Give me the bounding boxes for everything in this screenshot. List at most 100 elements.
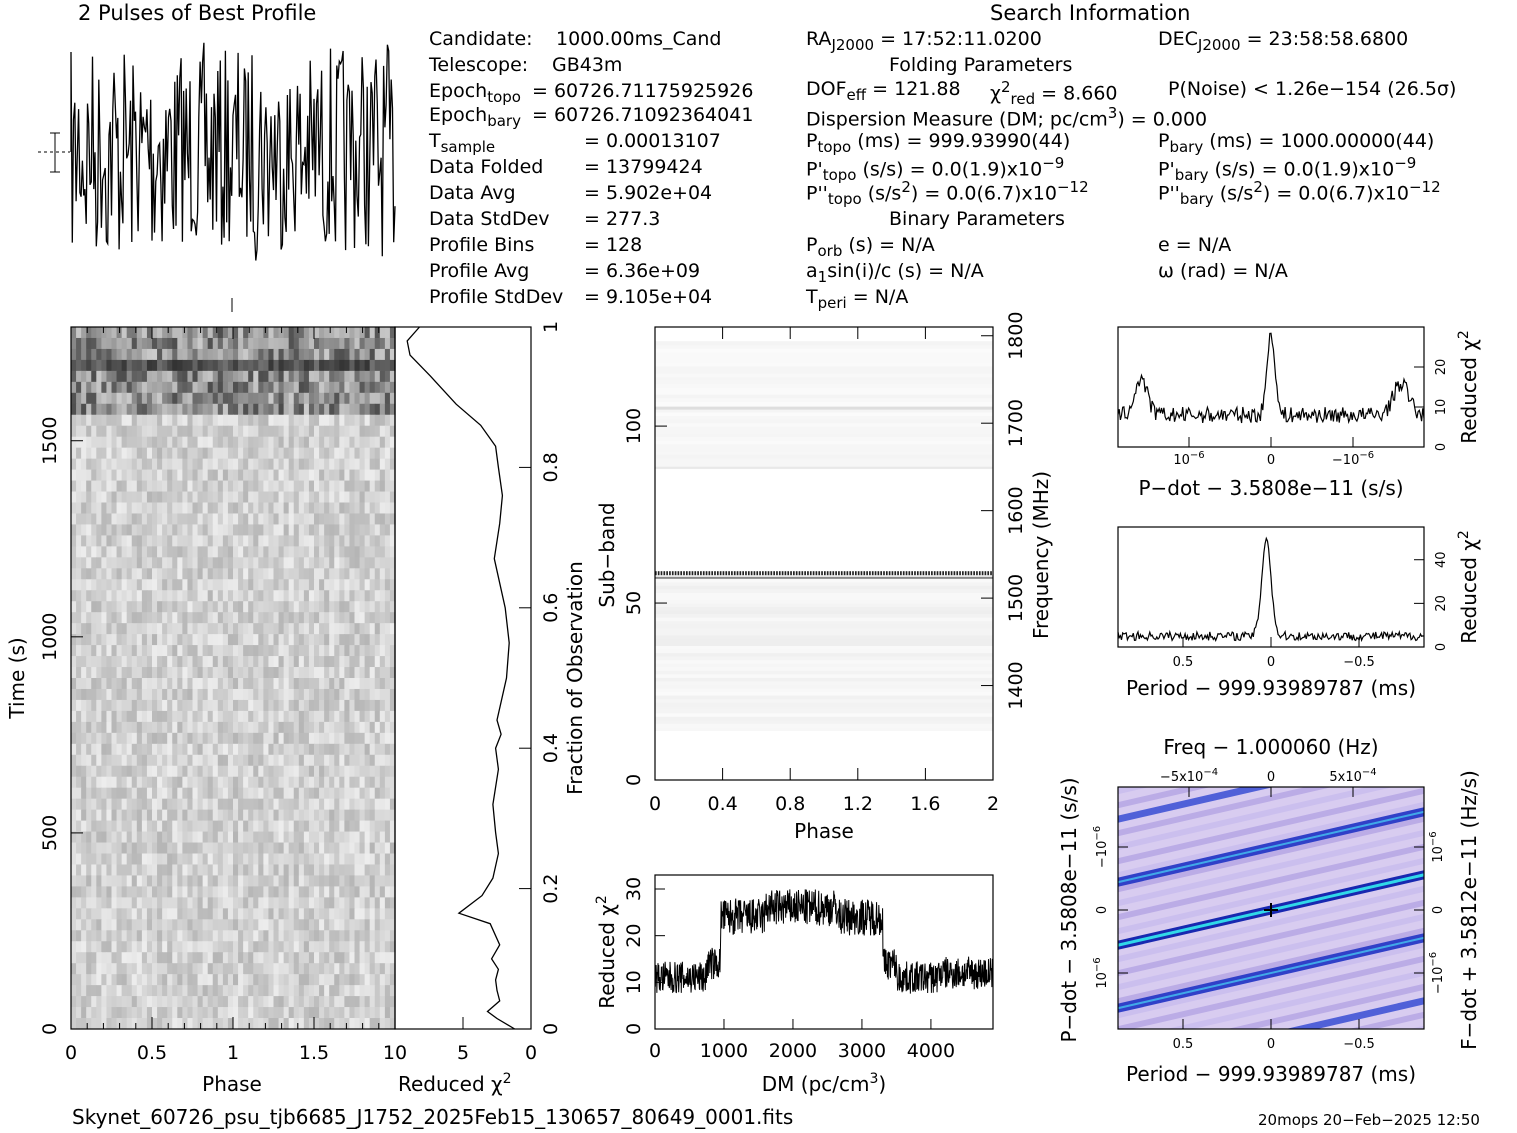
heat-cell <box>81 623 87 635</box>
heat-cell <box>369 502 376 514</box>
heat-cell <box>243 897 249 909</box>
cube-inner <box>1118 787 1424 1029</box>
heat-cell <box>329 1018 335 1030</box>
heat-cell <box>248 897 254 909</box>
heat-cell <box>76 678 82 690</box>
heat-cell <box>197 348 204 361</box>
heat-cell <box>248 743 254 756</box>
heat-cell <box>354 568 361 580</box>
subband-hot-row <box>685 571 688 576</box>
heat-cell <box>126 370 133 383</box>
heat-cell <box>233 436 239 449</box>
heat-cell <box>283 952 290 964</box>
heat-cell <box>222 502 229 514</box>
heat-cell <box>157 634 163 646</box>
heat-cell <box>334 392 340 405</box>
heat-cell <box>243 524 249 536</box>
heat-cell <box>76 864 82 876</box>
heat-cell <box>263 502 270 514</box>
heat-cell <box>359 875 366 887</box>
heat-cell <box>81 524 87 536</box>
heat-cell <box>172 886 178 898</box>
heat-cell <box>121 963 128 975</box>
heat-cell <box>319 645 325 657</box>
subband-hot-row <box>869 571 871 576</box>
heat-cell <box>101 645 108 657</box>
heat-cell <box>172 458 178 470</box>
period-pdot-ylabel-right: F−dot + 3.5812e−11 (Hz/s) <box>1457 770 1481 1050</box>
heat-cell <box>177 327 183 339</box>
x-tick-label-top: 5x10−4 <box>1329 767 1376 785</box>
heat-cell <box>278 699 285 712</box>
heat-cell <box>222 381 229 394</box>
heat-cell <box>207 568 214 580</box>
heat-cell <box>116 667 123 679</box>
heat-cell <box>86 919 92 931</box>
heat-cell <box>278 1007 285 1019</box>
heat-cell <box>233 952 239 964</box>
heat-cell <box>121 776 128 789</box>
heat-cell <box>81 381 87 394</box>
heat-cell <box>324 831 330 843</box>
heat-cell <box>207 458 214 470</box>
heat-cell <box>177 787 183 800</box>
heat-cell <box>182 1007 189 1019</box>
subband-hot-row <box>838 571 840 576</box>
heat-cell <box>167 678 173 690</box>
heat-cell <box>288 853 295 865</box>
heat-cell <box>339 732 345 745</box>
heat-cell <box>369 601 376 613</box>
heat-cell <box>212 809 219 821</box>
heat-cell <box>202 458 209 470</box>
heat-cell <box>96 864 102 876</box>
heat-cell <box>121 656 128 668</box>
heat-cell <box>293 765 300 778</box>
heat-cell <box>303 963 310 975</box>
heat-cell <box>369 732 376 745</box>
heat-cell <box>167 612 173 624</box>
cube-stripe <box>1118 801 1424 879</box>
heat-cell <box>258 513 264 525</box>
subband-hot-row <box>702 571 705 576</box>
heat-cell <box>182 963 189 975</box>
heat-cell <box>233 403 239 416</box>
heat-cell <box>354 348 361 361</box>
heat-cell <box>314 710 320 723</box>
heat-cell <box>187 546 194 558</box>
heat-cell <box>101 403 108 416</box>
heat-cell <box>71 985 77 997</box>
heat-cell <box>217 480 224 492</box>
heat-cell <box>233 337 239 350</box>
heat-cell <box>288 897 295 909</box>
heat-cell <box>278 667 285 679</box>
heat-cell <box>339 491 345 503</box>
heat-cell <box>212 996 219 1008</box>
x-tick-label: 0 <box>1267 453 1275 468</box>
heat-cell <box>253 601 259 613</box>
heat-cell <box>96 425 102 438</box>
heat-cell <box>207 864 214 876</box>
heat-cell <box>364 327 371 339</box>
heat-cell <box>369 447 376 460</box>
heat-cell <box>182 447 189 460</box>
heat-cell <box>374 601 381 613</box>
heat-cell <box>96 667 102 679</box>
heat-cell <box>324 612 330 624</box>
heat-cell <box>136 327 143 339</box>
heat-cell <box>263 732 270 745</box>
heat-cell <box>268 678 275 690</box>
heat-cell <box>324 370 330 383</box>
heat-cell <box>217 765 224 778</box>
heat-cell <box>81 579 87 591</box>
heat-cell <box>324 820 330 832</box>
heat-cell <box>354 667 361 679</box>
heat-cell <box>192 754 199 767</box>
heat-cell <box>81 612 87 624</box>
heat-cell <box>303 985 310 997</box>
heat-cell <box>243 458 249 470</box>
heat-cell <box>314 996 320 1008</box>
heat-cell <box>76 1007 82 1019</box>
heat-cell <box>263 634 270 646</box>
heat-cell <box>172 688 178 701</box>
